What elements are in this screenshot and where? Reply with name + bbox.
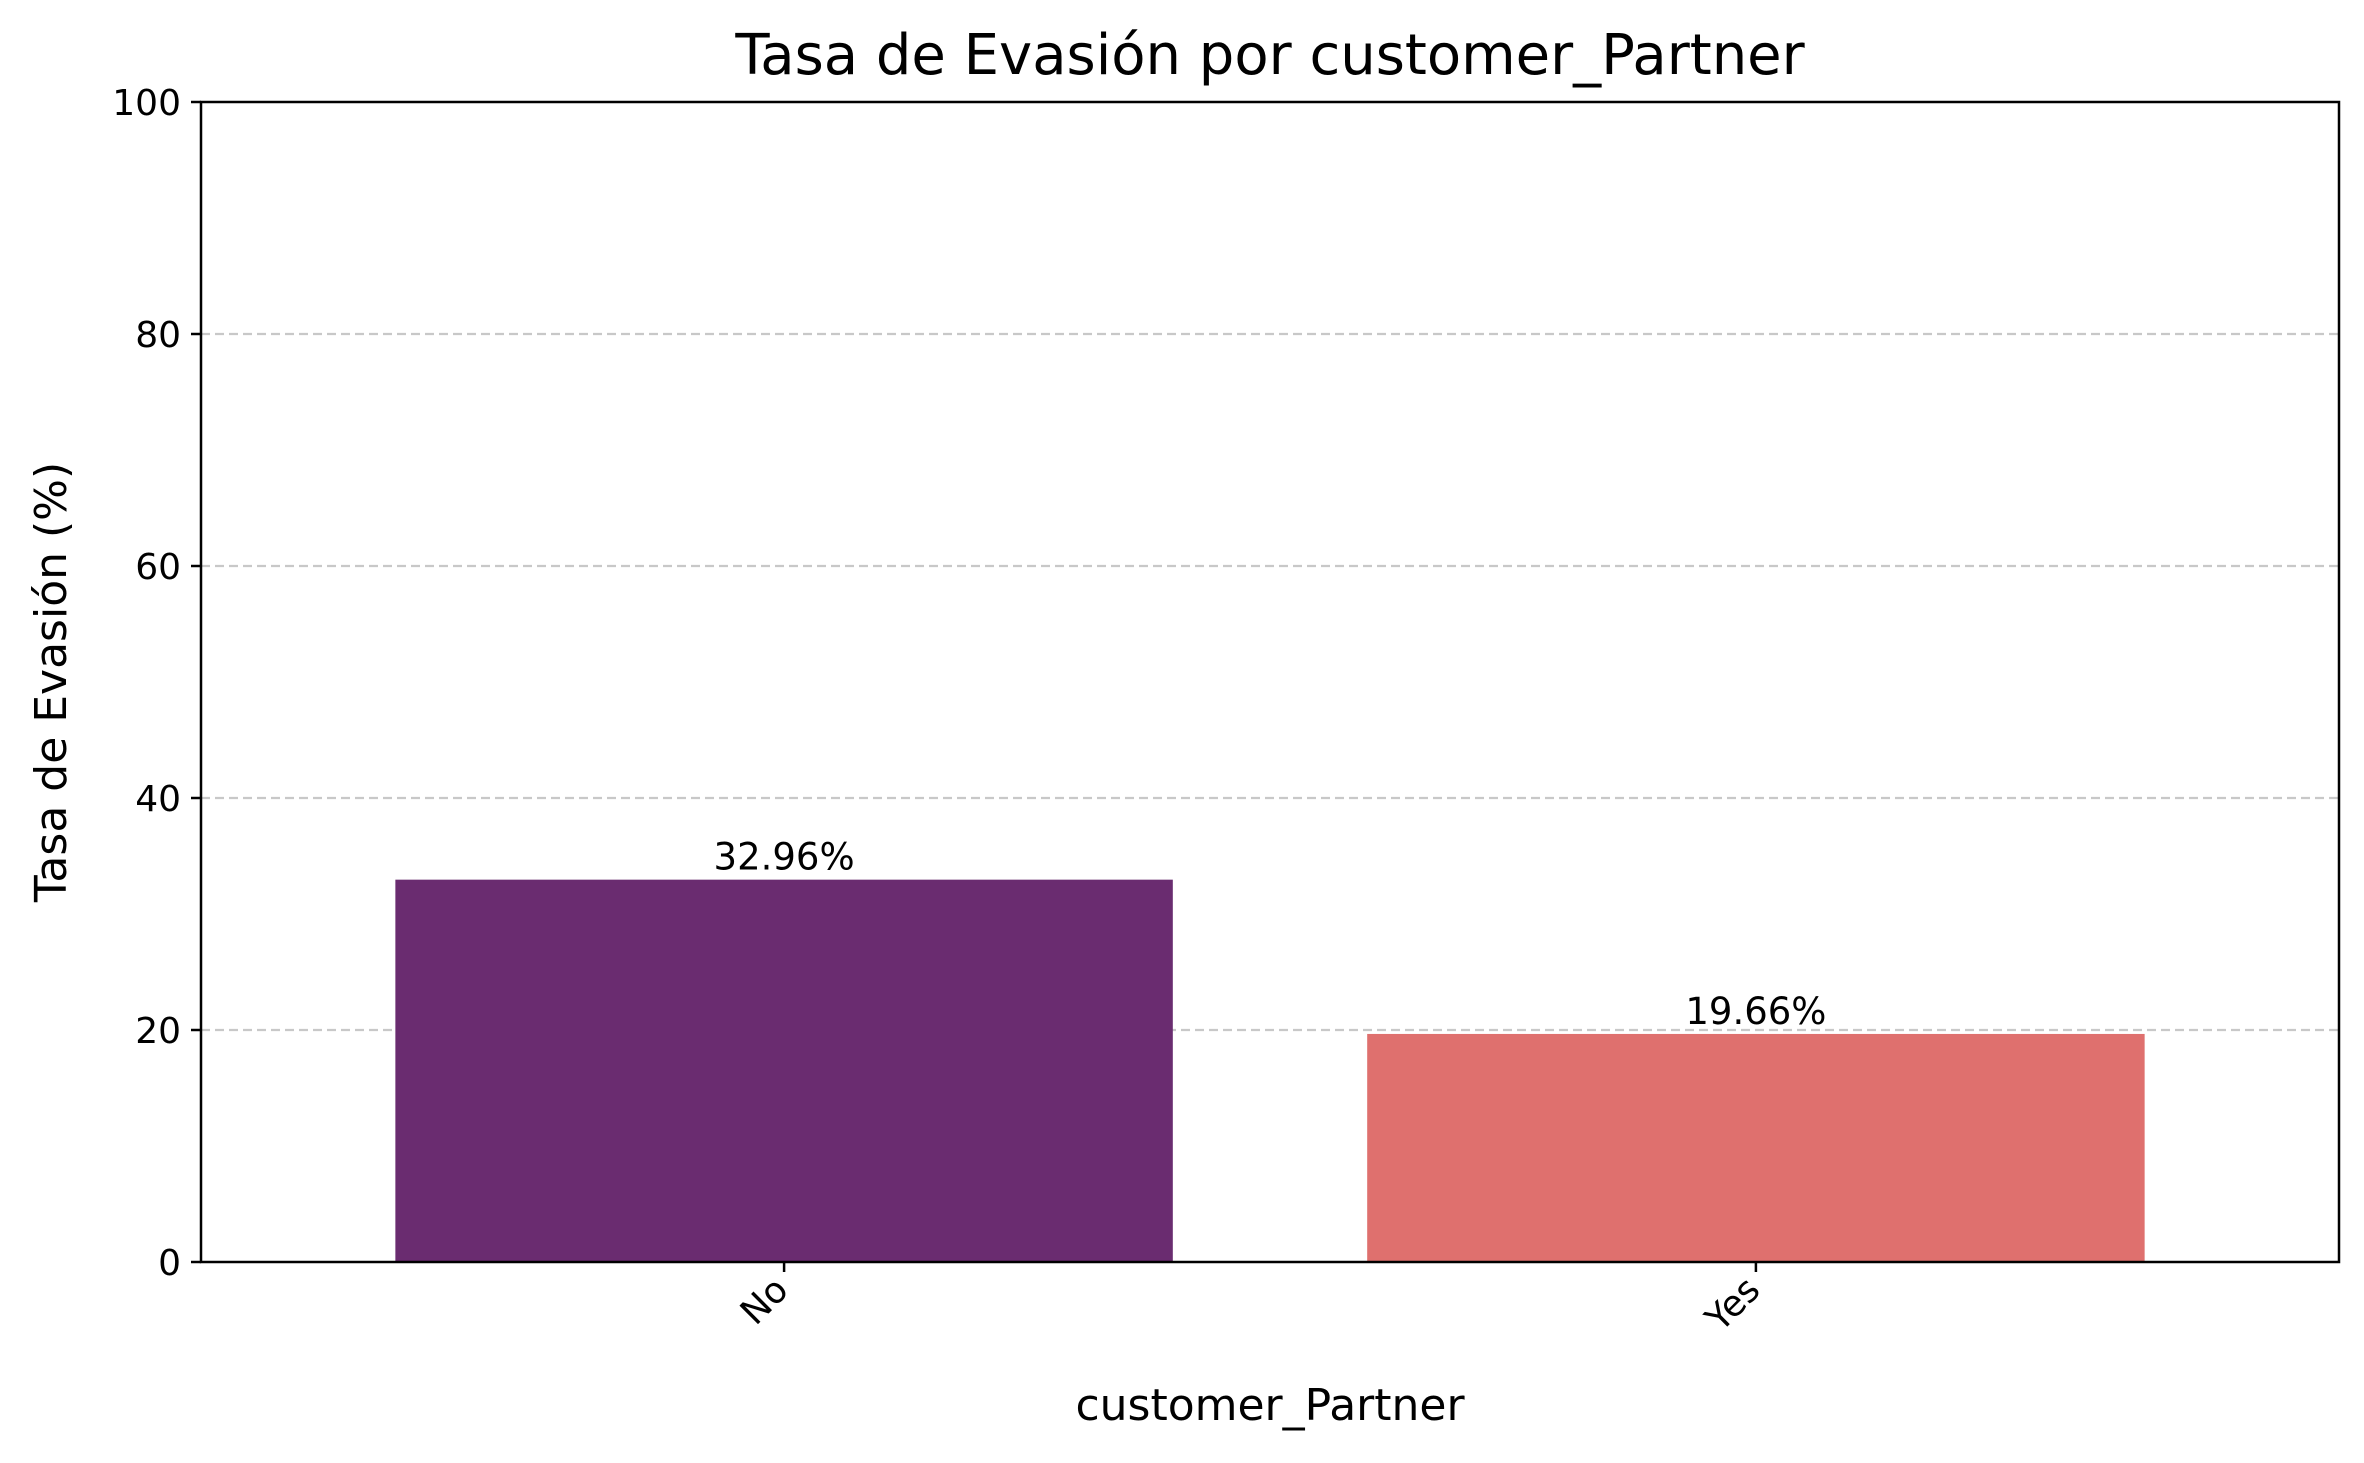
bars [395, 879, 2145, 1262]
y-tick-label: 60 [135, 547, 181, 588]
bar-yes [1367, 1033, 2145, 1262]
bar-value-labels: 32.96% 19.66% [714, 836, 1827, 1033]
chart-title: Tasa de Evasión por customer_Partner [734, 23, 1805, 88]
bar-value-label: 32.96% [714, 836, 855, 879]
y-tick-label: 0 [158, 1243, 181, 1284]
x-axis-label: customer_Partner [1075, 1380, 1465, 1431]
bar-value-label: 19.66% [1685, 990, 1826, 1033]
bar-no [395, 879, 1173, 1262]
plot-frame [199, 100, 2341, 1264]
y-axis-ticks: 0 20 40 60 80 100 [112, 83, 201, 1284]
y-tick-label: 20 [135, 1011, 181, 1052]
y-tick-label: 40 [135, 779, 181, 820]
y-axis-label: Tasa de Evasión (%) [26, 462, 77, 903]
y-tick-label: 80 [135, 315, 181, 356]
y-tick-label: 100 [112, 83, 181, 124]
